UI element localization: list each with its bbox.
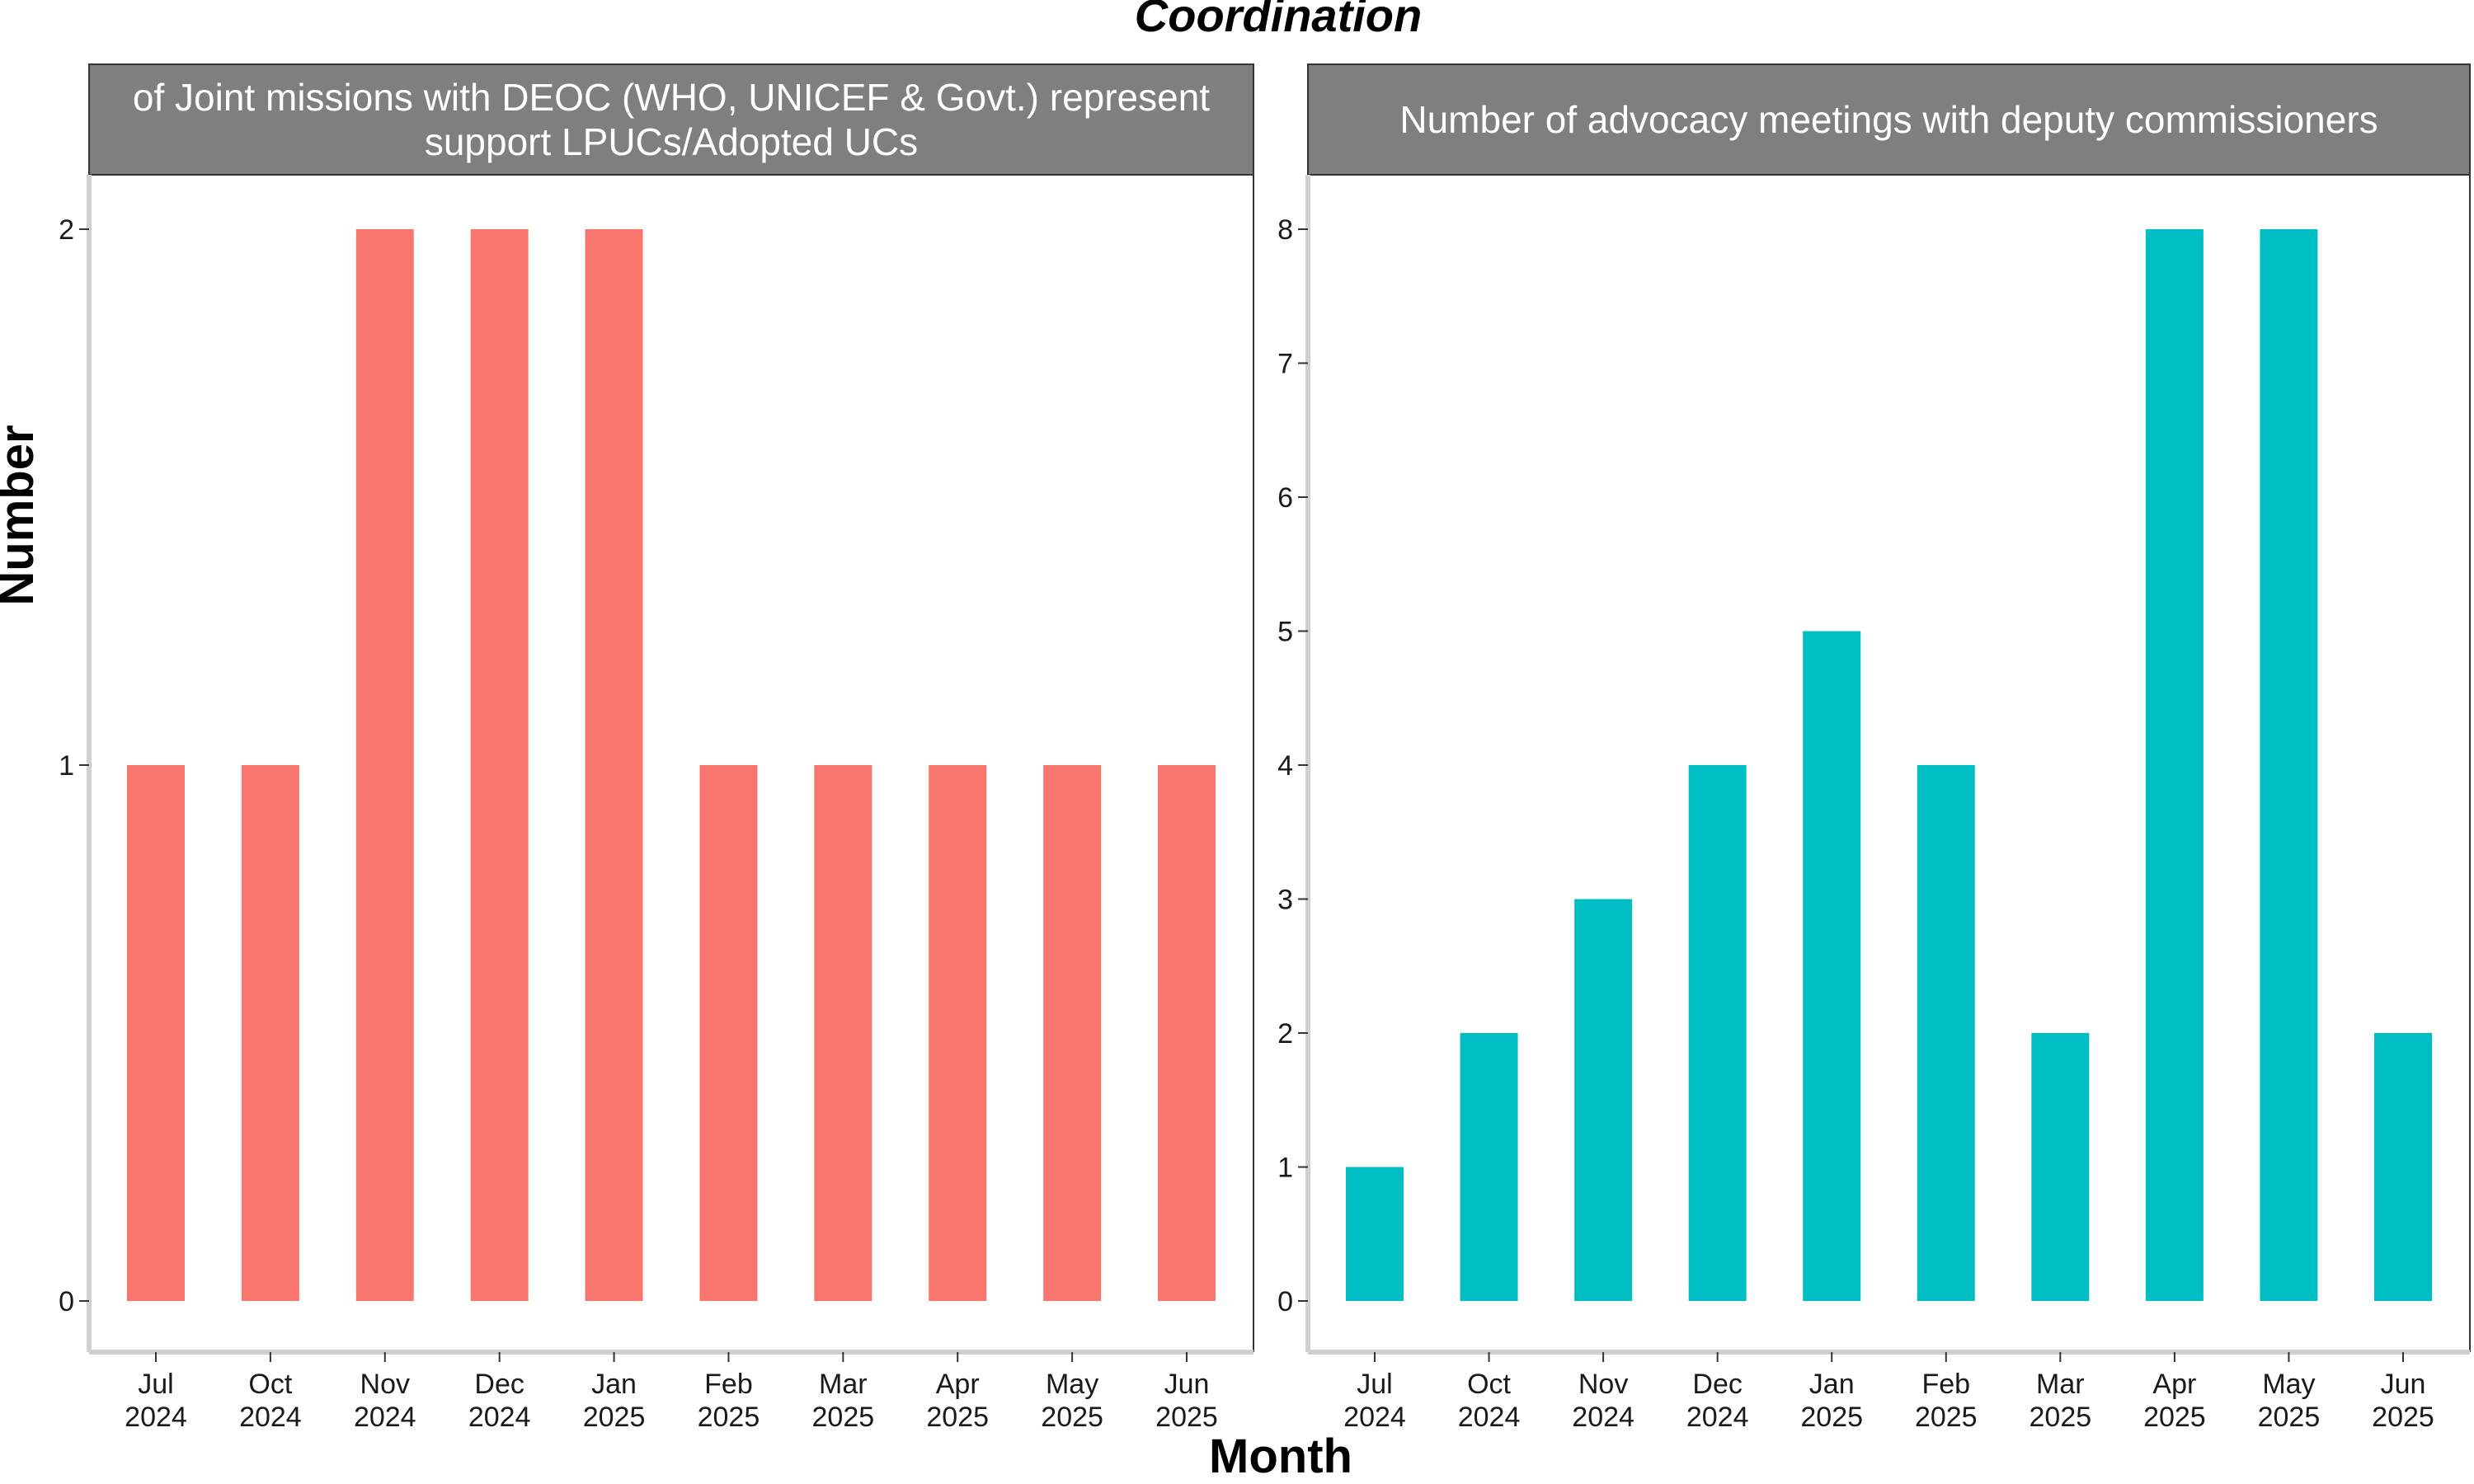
- facet-strip-1: [88, 63, 1254, 176]
- facet-strip-2: [1307, 63, 2471, 176]
- bar-2-4: [1688, 765, 1747, 1301]
- x-tick-label-month-2-8: Apr: [2152, 1369, 2196, 1400]
- x-tick-label-month-1-5: Jan: [591, 1369, 637, 1400]
- bar-2-8: [2145, 229, 2204, 1301]
- x-tick-label-year-2-3: 2024: [1572, 1402, 1634, 1433]
- y-tick-label-2-6: 6: [1277, 482, 1293, 514]
- x-tick-label-year-2-5: 2025: [1800, 1402, 1863, 1433]
- x-tick-label-year-2-2: 2024: [1458, 1402, 1521, 1433]
- x-tick-label-month-1-6: Feb: [704, 1369, 753, 1400]
- facet-panel-2: Number of advocacy meetings with deputy …: [1277, 63, 2471, 1433]
- y-tick-label-2-4: 4: [1277, 750, 1293, 782]
- y-tick-label-1-1: 1: [59, 750, 74, 782]
- x-tick-label-month-2-4: Dec: [1692, 1369, 1742, 1400]
- x-tick-label-year-1-6: 2025: [698, 1402, 760, 1433]
- bar-2-2: [1460, 1033, 1518, 1301]
- x-tick-label-month-2-6: Feb: [1921, 1369, 1970, 1400]
- y-tick-label-2-1: 1: [1277, 1153, 1293, 1184]
- x-tick-label-month-2-1: Jul: [1357, 1369, 1392, 1400]
- x-tick-label-year-1-5: 2025: [583, 1402, 646, 1433]
- bar-2-3: [1574, 899, 1633, 1301]
- y-tick-label-2-5: 5: [1277, 617, 1293, 648]
- bar-2-7: [2031, 1033, 2090, 1301]
- x-tick-label-month-1-7: Mar: [819, 1369, 868, 1400]
- x-tick-label-year-1-7: 2025: [812, 1402, 875, 1433]
- x-tick-label-month-1-3: Nov: [360, 1369, 410, 1400]
- x-tick-label-month-1-1: Jul: [138, 1369, 173, 1400]
- bar-1-2: [241, 765, 299, 1301]
- x-tick-label-month-2-5: Jan: [1809, 1369, 1855, 1400]
- y-tick-label-2-3: 3: [1277, 885, 1293, 916]
- y-tick-label-2-2: 2: [1277, 1018, 1293, 1050]
- y-tick-label-2-0: 0: [1277, 1286, 1293, 1317]
- y-tick-label-2-7: 7: [1277, 349, 1293, 380]
- facet-panel-1: of Joint missions with DEOC (WHO, UNICEF…: [59, 63, 1254, 1433]
- bar-2-6: [1917, 765, 1975, 1301]
- bar-2-10: [2374, 1033, 2432, 1301]
- x-tick-label-year-2-10: 2025: [2372, 1402, 2434, 1433]
- x-tick-label-year-1-1: 2024: [125, 1402, 187, 1433]
- x-tick-label-month-2-10: Jun: [2381, 1369, 2426, 1400]
- x-tick-label-year-1-3: 2024: [354, 1402, 416, 1433]
- x-tick-label-month-2-7: Mar: [2036, 1369, 2085, 1400]
- facet-strip-label-1-1: of Joint missions with DEOC (WHO, UNICEF…: [133, 76, 1210, 119]
- bar-2-9: [2260, 229, 2318, 1301]
- x-tick-label-year-2-7: 2025: [2030, 1402, 2092, 1433]
- x-tick-label-month-1-8: Apr: [936, 1369, 980, 1400]
- x-tick-label-month-1-9: May: [1046, 1369, 1098, 1400]
- x-tick-label-year-1-4: 2024: [468, 1402, 531, 1433]
- x-tick-label-year-2-6: 2025: [1915, 1402, 1978, 1433]
- chart-title: Coordination: [1135, 0, 1422, 41]
- x-tick-label-year-1-8: 2025: [926, 1402, 989, 1433]
- x-tick-label-month-2-3: Nov: [1578, 1369, 1628, 1400]
- x-tick-label-month-1-4: Dec: [474, 1369, 524, 1400]
- x-axis-title: Month: [1209, 1430, 1352, 1483]
- x-tick-label-month-1-10: Jun: [1164, 1369, 1210, 1400]
- bar-1-10: [1158, 765, 1216, 1301]
- y-axis-title: Number: [0, 425, 44, 605]
- bar-1-6: [699, 765, 758, 1301]
- bar-1-9: [1043, 765, 1102, 1301]
- x-tick-label-year-1-10: 2025: [1155, 1402, 1218, 1433]
- x-tick-label-year-2-8: 2025: [2143, 1402, 2206, 1433]
- x-tick-label-year-2-9: 2025: [2258, 1402, 2321, 1433]
- bar-1-3: [355, 229, 414, 1301]
- x-tick-label-month-1-2: Oct: [248, 1369, 292, 1400]
- x-tick-label-year-1-2: 2024: [239, 1402, 302, 1433]
- bar-2-5: [1803, 631, 1861, 1301]
- x-tick-label-year-2-1: 2024: [1343, 1402, 1406, 1433]
- facet-strip-label-2-1: Number of advocacy meetings with deputy …: [1399, 98, 2378, 141]
- bar-2-1: [1346, 1167, 1404, 1301]
- facet-strip-label-1-2: support LPUCs/Adopted UCs: [425, 120, 918, 163]
- y-tick-label-1-0: 0: [59, 1286, 74, 1317]
- y-tick-label-2-8: 8: [1277, 214, 1293, 246]
- x-tick-label-month-2-2: Oct: [1467, 1369, 1511, 1400]
- bar-1-7: [814, 765, 872, 1301]
- bar-1-8: [929, 765, 987, 1301]
- y-tick-label-1-2: 2: [59, 214, 74, 246]
- x-tick-label-month-2-9: May: [2262, 1369, 2315, 1400]
- x-tick-label-year-1-9: 2025: [1041, 1402, 1103, 1433]
- x-tick-label-year-2-4: 2024: [1686, 1402, 1749, 1433]
- bar-1-4: [470, 229, 529, 1301]
- bar-1-1: [127, 765, 185, 1301]
- bar-1-5: [585, 229, 643, 1301]
